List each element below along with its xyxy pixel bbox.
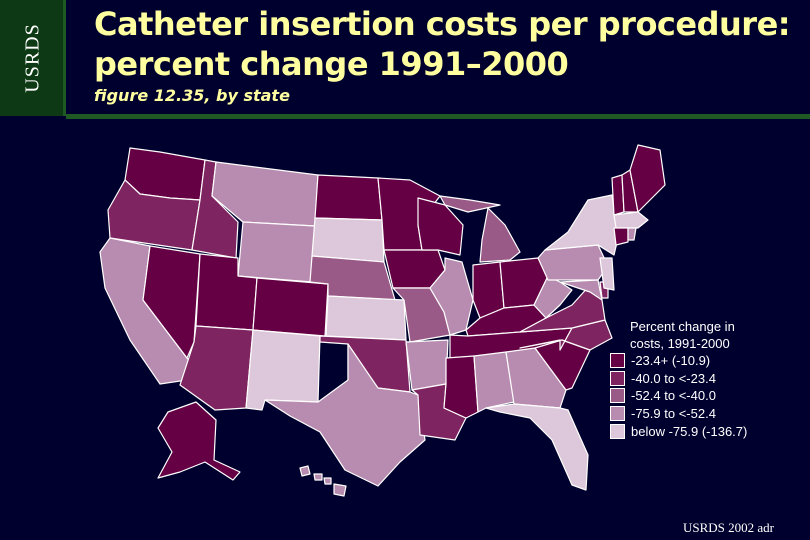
legend-item: -52.4 to <-40.0 bbox=[610, 387, 747, 405]
state-michigan-upper bbox=[439, 195, 501, 213]
legend-item: below -75.9 (-136.7) bbox=[610, 422, 747, 440]
state-michigan bbox=[479, 207, 521, 263]
state-north-dakota bbox=[314, 174, 383, 221]
legend-label: -52.4 to <-40.0 bbox=[631, 388, 716, 404]
state-rhode-island bbox=[627, 227, 637, 241]
legend-label: -23.4+ (-10.9) bbox=[631, 353, 711, 369]
state-massachusetts bbox=[613, 211, 649, 229]
legend-item: -40.0 to <-23.4 bbox=[610, 370, 747, 388]
legend-title-line-1: Percent change in bbox=[630, 319, 735, 334]
title-line-2: percent change 1991–2000 bbox=[94, 45, 569, 83]
legend-swatch bbox=[610, 388, 625, 404]
state-georgia bbox=[505, 347, 567, 409]
legend-label: -40.0 to <-23.4 bbox=[631, 370, 716, 386]
state-arkansas bbox=[405, 339, 449, 391]
legend-swatch bbox=[610, 423, 625, 439]
page-title: Catheter insertion costs per procedure: … bbox=[94, 4, 794, 84]
legend-swatch bbox=[610, 370, 625, 386]
state-alabama bbox=[473, 351, 515, 413]
state-maryland bbox=[559, 279, 603, 301]
state-new-mexico bbox=[245, 329, 321, 411]
state-south-dakota bbox=[311, 217, 385, 263]
legend-title-line-2: costs, 1991-2000 bbox=[630, 336, 730, 351]
state-new-jersey bbox=[599, 257, 615, 291]
legend-swatch bbox=[610, 406, 625, 422]
state-wisconsin bbox=[417, 197, 464, 256]
state-colorado bbox=[252, 277, 329, 337]
legend-swatch bbox=[610, 353, 625, 369]
state-mississippi bbox=[443, 355, 479, 419]
state-kansas bbox=[325, 295, 407, 341]
state-hawaii bbox=[299, 465, 347, 497]
state-texas bbox=[264, 343, 426, 487]
header-divider bbox=[66, 114, 810, 119]
legend-label: -75.9 to <-52.4 bbox=[631, 406, 716, 422]
legend-item: -23.4+ (-10.9) bbox=[610, 352, 747, 370]
title-line-1: Catheter insertion costs per procedure: bbox=[94, 5, 791, 43]
page-subtitle: figure 12.35, by state bbox=[94, 86, 290, 105]
state-nevada bbox=[142, 245, 201, 359]
state-new-york bbox=[544, 194, 619, 256]
map-legend: Percent change in costs, 1991-2000 -23.4… bbox=[610, 318, 747, 440]
legend-item: -75.9 to <-52.4 bbox=[610, 405, 747, 423]
legend-label: below -75.9 (-136.7) bbox=[631, 423, 748, 439]
credit-line: USRDS 2002 adr bbox=[682, 520, 774, 535]
state-virginia bbox=[519, 284, 606, 333]
state-alaska bbox=[157, 401, 241, 481]
state-connecticut bbox=[613, 227, 629, 246]
state-wyoming bbox=[237, 221, 316, 283]
state-florida bbox=[485, 403, 589, 491]
usrds-side-tag: USRDS bbox=[0, 0, 66, 116]
